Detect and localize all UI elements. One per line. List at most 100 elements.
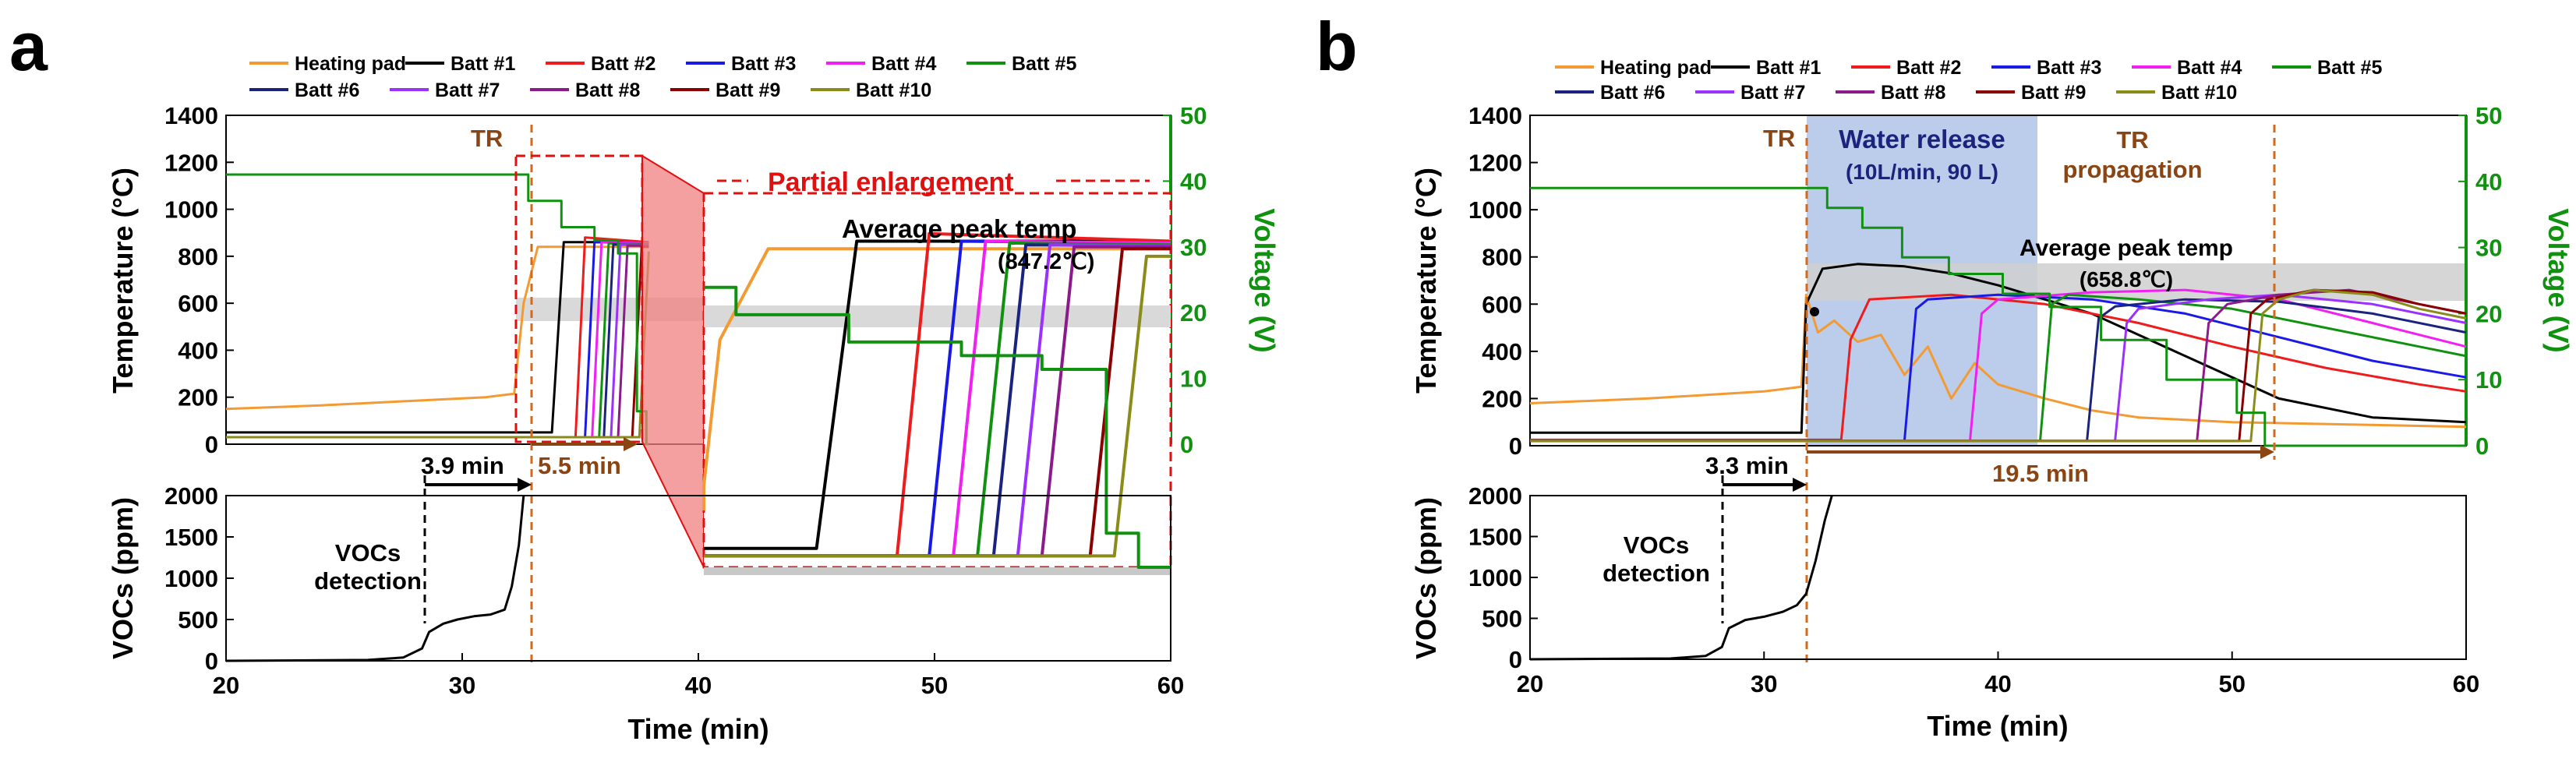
delay-label-3-9-a: 3.9 min (421, 452, 504, 479)
series-batt-6-b-top (1530, 298, 2467, 443)
series-vocs-b-bot (1529, 495, 1833, 661)
series-vocs-a-bot (225, 495, 525, 662)
legend-label-heating-pad-b: Heating pad (1600, 57, 1712, 79)
y-tick-label-a-top-7: 1400 (164, 102, 218, 129)
y-tick-label-a-top-5: 1000 (164, 196, 218, 224)
legend-label-batt-5-b: Batt #5 (2317, 57, 2382, 79)
legend-label-batt-2-b: Batt #2 (1896, 57, 1961, 79)
panel-a: a Heating pad Batt #1 Batt #2 Batt #3 Batt #… (9, 8, 1281, 745)
legend-label-batt-9-a: Batt #9 (716, 79, 780, 101)
y-tick-label-b-bot-1: 500 (1482, 605, 1522, 633)
temp-axis-title-b: Temperature (°C) (1410, 168, 1442, 394)
tr-label-a: TR (471, 125, 503, 152)
legend-a: Heating pad Batt #1 Batt #2 Batt #3 Batt #4 B… (249, 53, 1076, 101)
y-tick-label-b-top-7: 1400 (1468, 102, 1522, 129)
y2-tick-label-a-top-3: 30 (1180, 234, 1207, 261)
delay-arrowhead-19-5-b (2260, 445, 2274, 459)
series-batt-3-b-top (1530, 293, 2467, 443)
y2-tick-label-b-top-5: 50 (2475, 102, 2502, 129)
y-tick-label-a-top-1: 200 (178, 384, 218, 411)
legend-label-batt-10-b: Batt #10 (2161, 82, 2237, 104)
tr-propagation-label2-b: propagation (2062, 156, 2202, 183)
inset-a (702, 192, 1172, 575)
x-tick-label-a-bot-2: 40 (685, 672, 712, 699)
y2-tick-label-a-top-0: 0 (1180, 431, 1193, 458)
y2-tick-label-b-top-0: 0 (2475, 432, 2489, 460)
vocs-axis-title-a: VOCs (ppm) (107, 497, 139, 659)
legend-label-batt-7-a: Batt #7 (435, 79, 500, 101)
y-tick-label-a-bot-1: 500 (178, 606, 218, 634)
legend-label-batt-3-b: Batt #3 (2037, 57, 2101, 79)
delay-arrowhead-3-9-a (518, 478, 532, 492)
temp-series-b (1529, 186, 2467, 447)
water-release-label-b: Water release (1839, 125, 2005, 154)
y-tick-label-a-bot-0: 0 (205, 648, 218, 675)
legend-label-heating-pad-a: Heating pad (295, 53, 406, 75)
water-release-rate-b: (10L/min, 90 L) (1846, 160, 1998, 184)
series-heating-pad-a-inset (702, 247, 1171, 510)
panel-b: b Heating pad Batt #1 Batt #2 Batt #3 Batt #… (1316, 8, 2574, 742)
y-tick-label-b-top-4: 800 (1482, 244, 1522, 271)
vocs-axis-title-b: VOCs (ppm) (1410, 497, 1442, 659)
y-tick-label-b-top-5: 1000 (1468, 196, 1522, 224)
avg-peak-value-b: (658.8℃) (2080, 267, 2173, 291)
series-batt-7-b-top (1530, 293, 2467, 443)
y-tick-label-a-top-3: 600 (178, 290, 218, 317)
vocs-axes-b: 0 500 1000 1500 2000 20 30 40 50 60 (1468, 482, 2479, 697)
y-tick-label-b-bot-3: 1500 (1468, 524, 1522, 551)
legend-label-batt-4-b: Batt #4 (2177, 57, 2242, 79)
series-heating-pad-a-top (225, 245, 649, 411)
legend-label-batt-6-b: Batt #6 (1600, 82, 1665, 104)
y-tick-label-a-top-2: 400 (178, 337, 218, 364)
y-tick-label-b-top-6: 1200 (1468, 150, 1522, 177)
y-tick-label-b-top-0: 0 (1509, 432, 1522, 460)
legend-label-batt-10-a: Batt #10 (856, 79, 931, 101)
y-tick-label-b-bot-0: 0 (1509, 646, 1522, 673)
tr-propagation-label-b: TR (2116, 126, 2148, 154)
y2-tick-label-a-top-2: 20 (1180, 299, 1207, 327)
trigger-marker-b (1810, 307, 1819, 316)
series-batt-3-a-top (226, 241, 649, 439)
tr-label-b: TR (1763, 125, 1795, 152)
series-batt-4-b-top (1530, 288, 2467, 443)
x-tick-label-a-bot-4: 60 (1157, 672, 1184, 699)
panel-label-b: b (1316, 8, 1358, 85)
y-tick-label-a-bot-3: 1500 (164, 524, 218, 551)
vocs-series-b (1529, 495, 1833, 661)
delay-label-5-5-a: 5.5 min (538, 452, 621, 479)
y2-tick-label-b-top-1: 10 (2475, 366, 2502, 394)
zoom-projection-a (641, 154, 705, 568)
x-tick-label-b-bot-2: 40 (1984, 670, 2011, 697)
y-tick-label-a-bot-4: 2000 (164, 482, 218, 510)
vocs-label-b: VOCs (1624, 531, 1689, 559)
series-batt-5-voltage-b-top (1530, 186, 2466, 447)
y-tick-label-a-top-6: 1200 (164, 149, 218, 176)
time-axis-title-a: Time (min) (627, 713, 769, 745)
x-tick-label-a-bot-0: 20 (213, 672, 239, 699)
delay-label-3-3-b: 3.3 min (1705, 452, 1789, 479)
y2-tick-label-a-top-4: 40 (1180, 168, 1207, 195)
time-axis-title-b: Time (min) (1927, 710, 2068, 742)
inset-background-a (702, 192, 1172, 569)
y2-tick-label-a-top-1: 10 (1180, 365, 1207, 393)
avg-peak-label-a: Average peak temp (842, 214, 1076, 243)
temp-axes-a: 0 200 400 600 800 1000 1200 1400 0 10 20 30 40 50 (164, 102, 1207, 458)
y2-tick-label-b-top-3: 30 (2475, 235, 2502, 262)
legend-label-batt-2-a: Batt #2 (591, 53, 655, 75)
y2-tick-label-a-top-5: 50 (1180, 102, 1207, 129)
series-batt-10-b-top (1530, 288, 2467, 443)
y-tick-label-a-top-4: 800 (178, 243, 218, 270)
x-tick-label-b-bot-3: 50 (2219, 670, 2246, 697)
avg-peak-value-a: (847.2℃) (998, 249, 1094, 274)
y2-tick-label-b-top-4: 40 (2475, 168, 2502, 196)
series-batt-9-b-top (1530, 288, 2467, 443)
series-batt-10-a-inset (704, 254, 1171, 558)
legend-label-batt-9-b: Batt #9 (2021, 82, 2086, 104)
legend-b: Heating pad Batt #1 Batt #2 Batt #3 Batt #4 B… (1555, 57, 2382, 104)
series-batt-5-voltage-a-inset (704, 285, 1171, 569)
partial-enlargement-label-a: Partial enlargement (768, 168, 1014, 197)
y-tick-label-a-bot-2: 1000 (164, 565, 218, 592)
temp-series-a (225, 173, 650, 446)
inset-series-a (702, 231, 1171, 569)
delay-label-19-5-b: 19.5 min (1992, 460, 2089, 487)
